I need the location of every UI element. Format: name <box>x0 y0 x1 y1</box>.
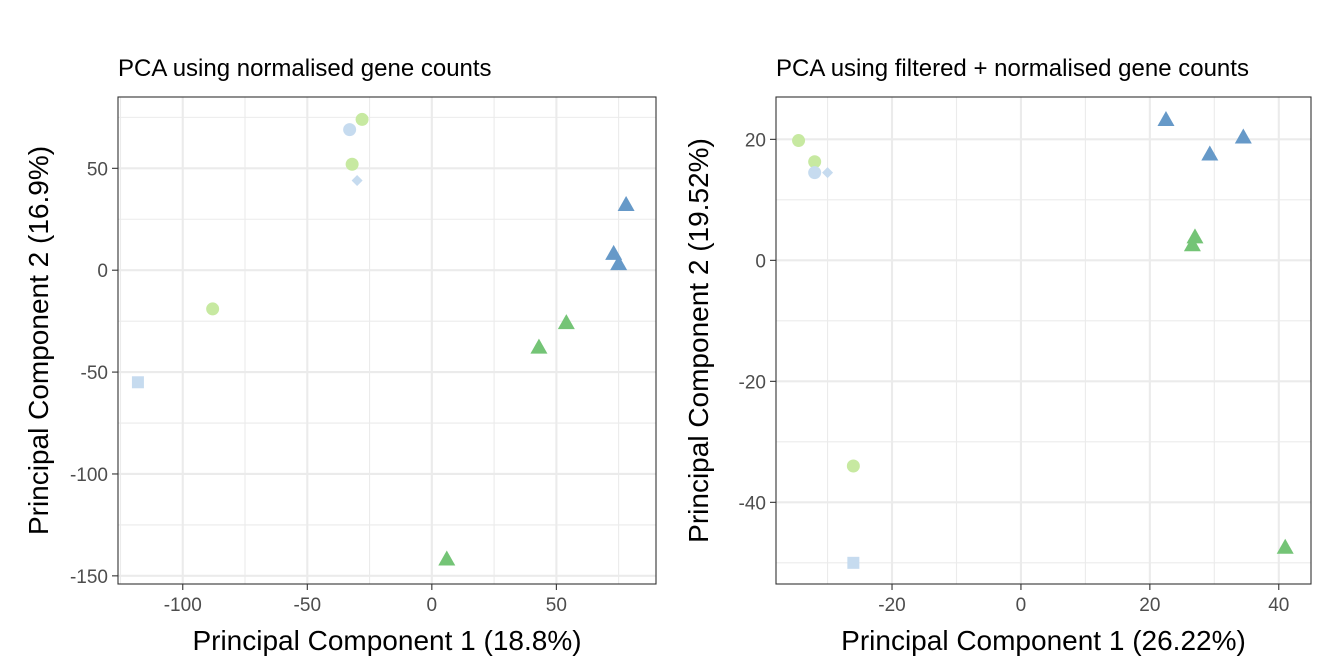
data-point-circle <box>808 155 822 169</box>
data-point-triangle <box>1157 110 1175 126</box>
x-tick-label: 40 <box>1268 595 1289 616</box>
data-point-circle <box>846 459 860 473</box>
x-tick-label: 20 <box>1139 595 1160 616</box>
data-point-triangle <box>1234 128 1252 144</box>
x-tick-label: 50 <box>546 595 567 616</box>
data-point-circle <box>345 157 359 171</box>
data-point-triangle <box>610 255 628 271</box>
data-point-circle <box>343 123 357 137</box>
data-point-circle <box>206 302 220 316</box>
y-tick-label: -50 <box>81 363 108 384</box>
data-point-triangle <box>1183 236 1201 252</box>
x-tick-label: -50 <box>294 595 321 616</box>
data-point-triangle <box>617 195 635 211</box>
y-tick-label: -150 <box>70 567 108 588</box>
y-tick-label: -20 <box>739 372 766 393</box>
data-point-circle <box>808 166 822 180</box>
chart-title: PCA using normalised gene counts <box>118 55 492 82</box>
data-point-triangle <box>1201 145 1219 161</box>
y-tick-label: -100 <box>70 465 108 486</box>
y-tick-label: 0 <box>755 251 766 272</box>
panel-border <box>775 96 1312 585</box>
chart-title: PCA using filtered + normalised gene cou… <box>776 55 1249 82</box>
data-point-triangle <box>557 314 575 330</box>
x-tick-label: 0 <box>1016 595 1027 616</box>
data-point-square <box>847 556 860 569</box>
pca-normalised-panel: -100 -50 0 50 -150 -100 -50 0 50 PCA using normal… <box>23 55 657 656</box>
data-point-diamond <box>351 175 363 187</box>
y-tick-label: 50 <box>87 159 108 180</box>
x-axis-title: Principal Component 1 (26.22%) <box>841 625 1246 656</box>
x-axis-title: Principal Component 1 (18.8%) <box>192 625 581 656</box>
y-axis-title: Principal Component 2 (19.52%) <box>683 138 714 543</box>
x-tick-label: 0 <box>427 595 438 616</box>
y-tick-label: 0 <box>97 261 108 282</box>
y-tick-label: -40 <box>739 493 766 514</box>
x-tick-label: -100 <box>164 595 202 616</box>
data-point-circle <box>355 112 369 126</box>
panel-border <box>117 96 657 585</box>
y-axis-title: Principal Component 2 (16.9%) <box>23 146 54 535</box>
data-point-triangle <box>605 244 623 260</box>
data-point-circle <box>792 134 806 148</box>
data-point-triangle <box>438 550 456 566</box>
y-tick-label: 20 <box>745 130 766 151</box>
pca-filtered-normalised-panel: -20 0 20 40 -40 -20 0 20 PCA using filtered + no… <box>683 55 1312 656</box>
data-point-square <box>131 376 144 389</box>
data-point-triangle <box>1276 538 1294 554</box>
data-point-triangle <box>530 338 548 354</box>
x-tick-label: -20 <box>878 595 905 616</box>
data-point-diamond <box>822 167 834 179</box>
